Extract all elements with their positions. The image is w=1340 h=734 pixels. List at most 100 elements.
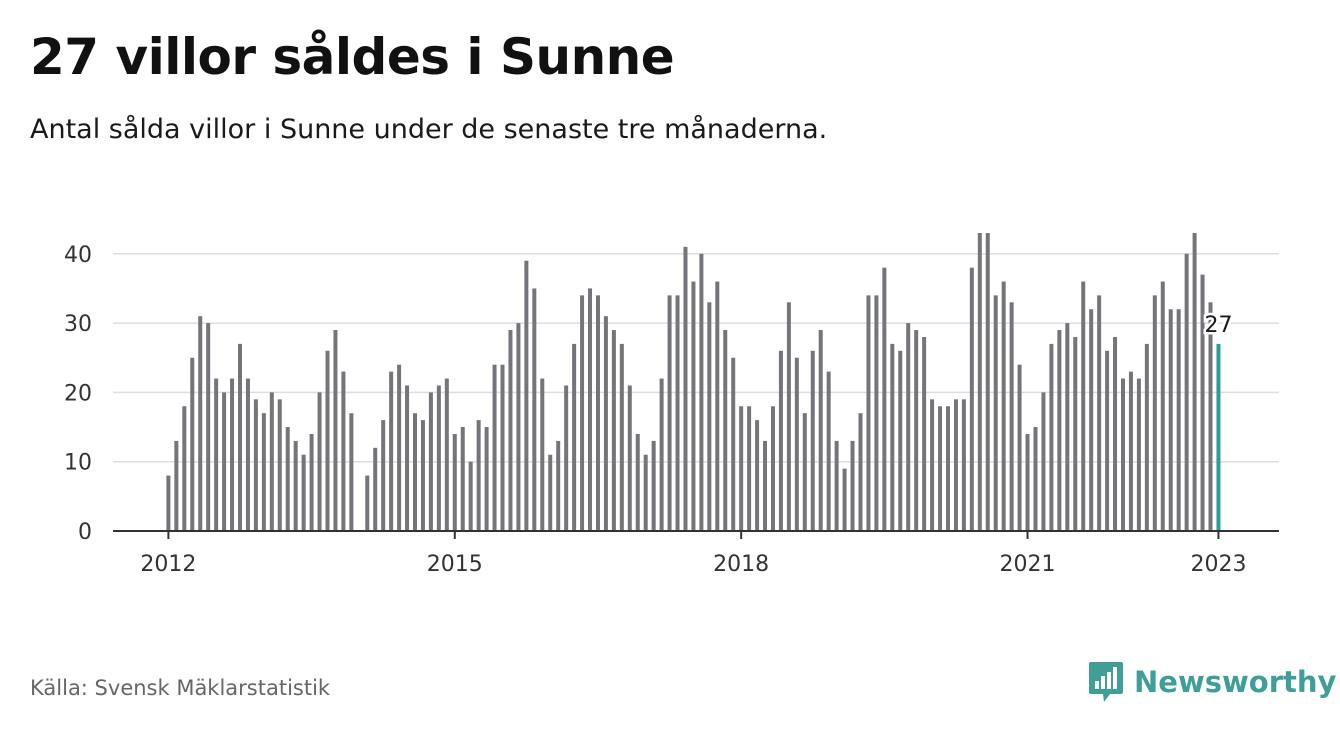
bar <box>245 378 250 531</box>
bar <box>540 378 545 531</box>
x-tick-label: 2015 <box>427 552 483 577</box>
bar <box>420 420 425 531</box>
bar <box>397 364 402 531</box>
bar <box>405 385 410 531</box>
x-axis: 2012 2015 2018 2021 2023 <box>113 530 1279 577</box>
bar <box>413 413 418 531</box>
bar <box>961 399 966 531</box>
bar <box>659 378 664 531</box>
bar <box>747 406 752 531</box>
bar <box>651 440 656 531</box>
bar <box>309 433 314 531</box>
bar <box>1184 253 1189 532</box>
chart-title: 27 villor såldes i Sunne <box>30 28 675 86</box>
bar <box>452 433 457 531</box>
bar <box>261 413 266 531</box>
bar <box>381 420 386 531</box>
bar <box>1097 295 1102 531</box>
bar <box>739 406 744 531</box>
bar <box>1049 343 1054 531</box>
y-tick-label: 40 <box>64 243 92 268</box>
bar <box>325 350 330 531</box>
y-tick-label: 0 <box>78 520 92 545</box>
bar <box>484 427 489 531</box>
bar <box>755 420 760 531</box>
bar <box>468 461 473 531</box>
bar <box>564 385 569 531</box>
bar-highlight <box>1216 343 1221 531</box>
bar <box>683 246 688 531</box>
y-tick-label: 30 <box>64 312 92 337</box>
bar <box>802 413 807 531</box>
bar <box>214 378 219 531</box>
bar <box>198 316 203 531</box>
bar <box>1136 378 1141 531</box>
bar <box>707 302 712 531</box>
bar <box>906 323 911 531</box>
source-note: Källa: Svensk Mäklarstatistik <box>30 676 331 700</box>
x-tick-label: 2023 <box>1190 552 1246 577</box>
bar <box>428 392 433 531</box>
bar <box>723 330 728 531</box>
bar <box>341 371 346 531</box>
bar <box>1089 309 1094 531</box>
bar <box>611 330 616 531</box>
bar <box>993 295 998 531</box>
y-axis-labels: 0 10 20 30 40 <box>64 243 92 545</box>
bar <box>826 371 831 531</box>
bar <box>556 440 561 531</box>
bar <box>595 295 600 531</box>
x-tick-label: 2021 <box>1000 552 1056 577</box>
bar <box>1192 233 1197 531</box>
bar <box>850 440 855 531</box>
bar <box>285 427 290 531</box>
bar <box>603 316 608 531</box>
bar <box>842 468 847 531</box>
bar <box>293 440 298 531</box>
bar <box>778 350 783 531</box>
bar <box>1033 427 1038 531</box>
bar <box>930 399 935 531</box>
bar <box>532 288 537 531</box>
bar <box>874 295 879 531</box>
bar <box>914 330 919 531</box>
bar <box>277 399 282 531</box>
bar <box>301 454 306 531</box>
bar <box>953 399 958 531</box>
bar <box>524 260 529 531</box>
bar <box>786 302 791 531</box>
bar <box>1065 323 1070 531</box>
brand-logo: Newsworthy <box>1088 660 1336 704</box>
bar <box>269 392 274 531</box>
bar-chart-speech-bubble-icon <box>1089 662 1123 702</box>
bar <box>882 267 887 531</box>
annotations: 27 <box>1202 310 1235 340</box>
bar <box>898 350 903 531</box>
bar <box>858 413 863 531</box>
y-tick-label: 20 <box>64 381 92 406</box>
x-tick-label: 2012 <box>140 552 196 577</box>
bar <box>516 323 521 531</box>
bar <box>1081 281 1086 531</box>
bar <box>922 336 927 531</box>
bar <box>715 281 720 531</box>
bar <box>635 433 640 531</box>
bar <box>492 364 497 531</box>
bar <box>508 330 513 531</box>
x-tick-label: 2018 <box>713 552 769 577</box>
bar <box>333 330 338 531</box>
bar <box>365 475 370 531</box>
bar <box>444 378 449 531</box>
bar <box>1041 392 1046 531</box>
bar <box>675 295 680 531</box>
bar <box>349 413 354 531</box>
bar <box>1001 281 1006 531</box>
bar <box>969 267 974 531</box>
bar <box>580 295 585 531</box>
bar <box>1176 309 1181 531</box>
bar-chart: 0 10 20 30 40 2012 2015 2018 2021 2023 27 <box>64 233 1279 577</box>
bar <box>731 357 736 531</box>
bar <box>1113 336 1118 531</box>
bar <box>643 454 648 531</box>
bar <box>627 385 632 531</box>
